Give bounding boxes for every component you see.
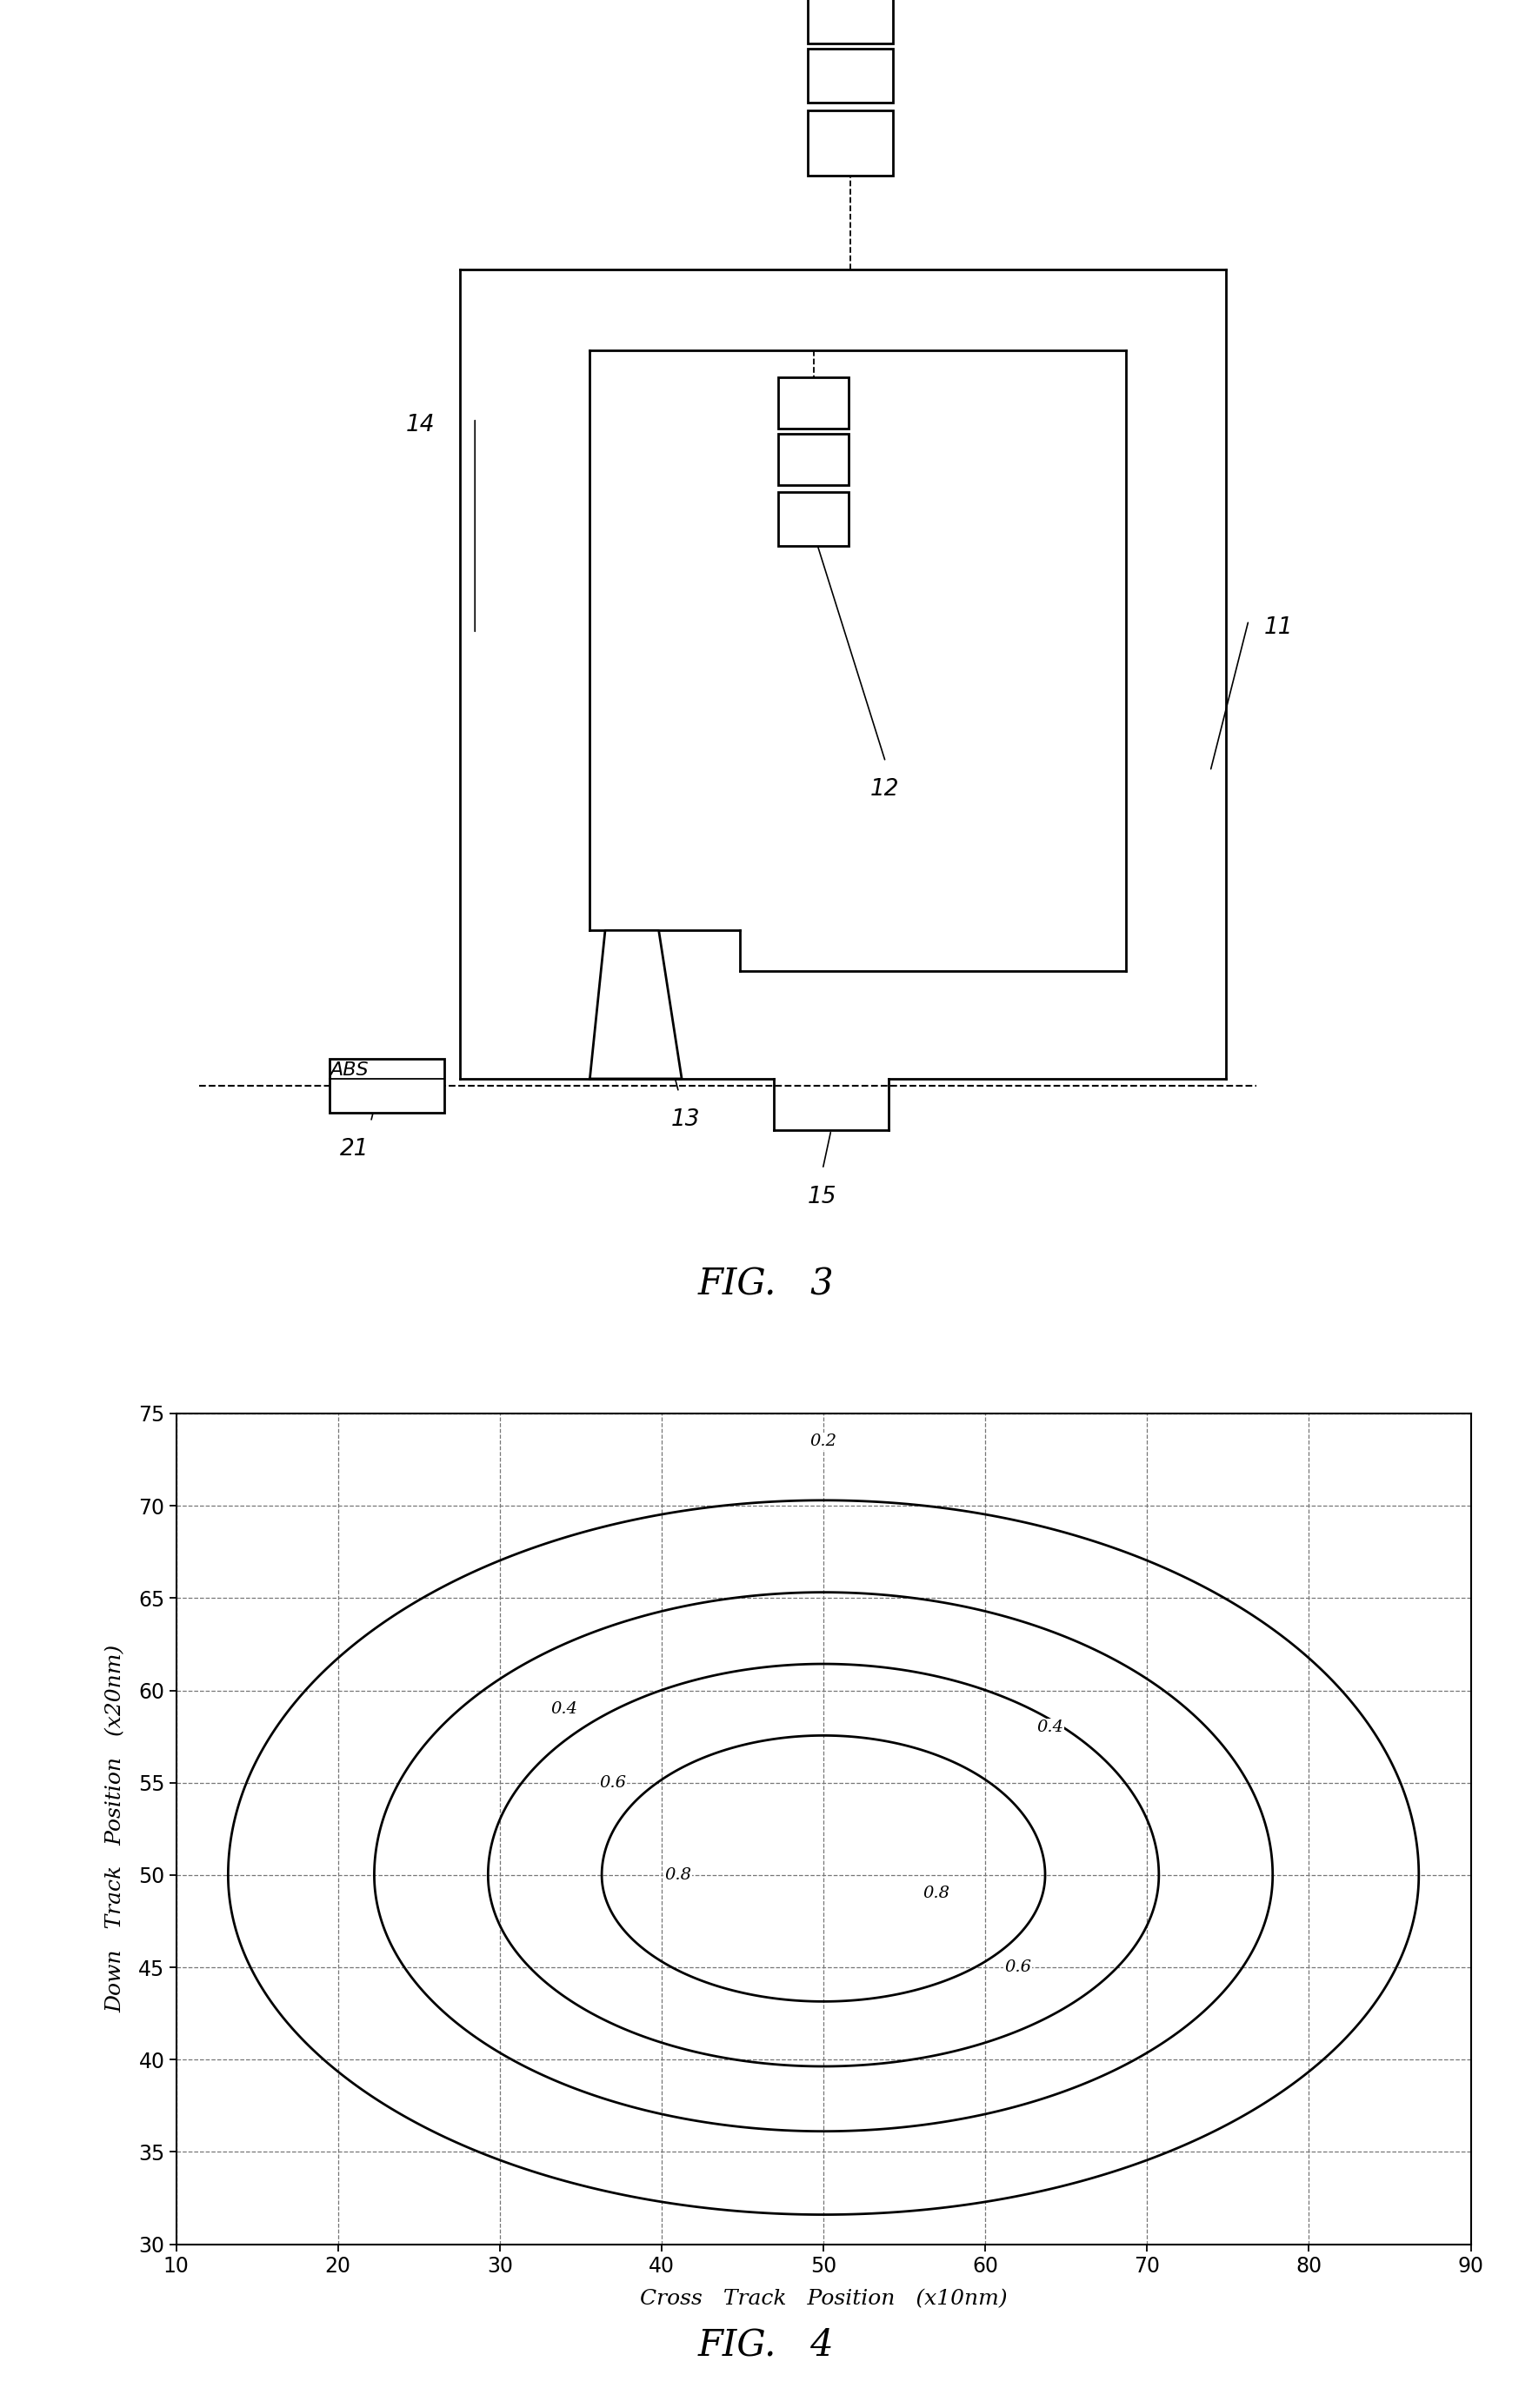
Text: 11: 11 — [1264, 616, 1293, 638]
Bar — [807, 48, 893, 104]
Bar — [807, 111, 893, 176]
Text: 21: 21 — [340, 1139, 369, 1161]
Text: 14: 14 — [406, 414, 435, 436]
Text: ABS: ABS — [329, 1062, 368, 1079]
Text: 0.2: 0.2 — [810, 1433, 836, 1450]
Text: 13: 13 — [671, 1108, 700, 1132]
Text: 0.4: 0.4 — [1037, 1719, 1063, 1736]
Bar — [778, 491, 849, 547]
X-axis label: Cross   Track   Position   (x10nm): Cross Track Position (x10nm) — [640, 2288, 1007, 2309]
Text: 0.8: 0.8 — [924, 1885, 950, 1902]
Text: FIG.   4: FIG. 4 — [699, 2326, 833, 2362]
Text: FIG.   3: FIG. 3 — [699, 1267, 833, 1303]
Bar — [778, 378, 849, 429]
Text: 0.8: 0.8 — [665, 1866, 691, 1883]
Y-axis label: Down   Track   Position   (x20nm): Down Track Position (x20nm) — [106, 1645, 126, 2013]
Text: 0.6: 0.6 — [1003, 1960, 1031, 1975]
Text: 12: 12 — [870, 778, 899, 802]
Text: 0.6: 0.6 — [599, 1775, 627, 1792]
Polygon shape — [590, 929, 682, 1079]
Text: 0.4: 0.4 — [552, 1700, 578, 1717]
Bar — [807, 0, 893, 43]
Bar — [329, 1060, 444, 1112]
Text: 15: 15 — [807, 1185, 836, 1209]
Bar — [778, 433, 849, 486]
